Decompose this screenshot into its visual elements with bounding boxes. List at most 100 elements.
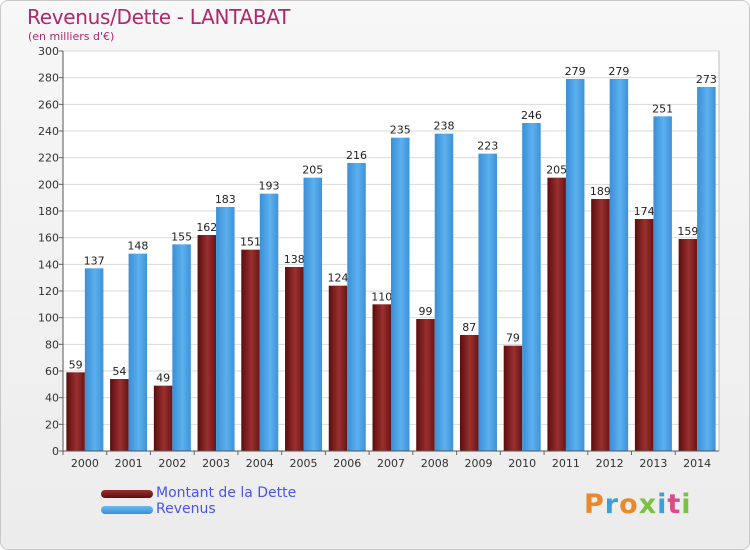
logo-letter: x bbox=[638, 489, 658, 520]
y-tick-label: 260 bbox=[38, 98, 59, 111]
bar-revenus bbox=[172, 244, 191, 451]
data-label-dette: 189 bbox=[590, 185, 611, 198]
chart-title: Revenus/Dette - LANTABAT bbox=[27, 5, 291, 29]
data-label-dette: 87 bbox=[462, 321, 476, 334]
chart-subtitle: (en milliers d'€) bbox=[28, 30, 115, 43]
logo-letter: t bbox=[667, 489, 682, 520]
data-label-dette: 110 bbox=[371, 290, 392, 303]
bar-revenus bbox=[434, 133, 454, 451]
x-tick-label: 2009 bbox=[464, 457, 492, 470]
x-tick-label: 2000 bbox=[71, 457, 99, 470]
data-label-revenus: 235 bbox=[390, 124, 411, 137]
data-label-dette: 99 bbox=[418, 305, 432, 318]
y-tick-label: 300 bbox=[38, 45, 59, 58]
x-tick-label: 2006 bbox=[333, 457, 361, 470]
logo-letter: P bbox=[584, 489, 605, 520]
y-tick-label: 80 bbox=[45, 338, 59, 351]
proxiti-logo: Proxiti bbox=[584, 489, 692, 520]
y-tick-label: 120 bbox=[38, 285, 59, 298]
bar-dette bbox=[634, 219, 654, 451]
bar-dette bbox=[547, 177, 566, 451]
bar-revenus bbox=[347, 163, 366, 451]
y-tick-label: 0 bbox=[52, 445, 59, 458]
y-tick-label: 60 bbox=[45, 365, 59, 378]
bar-revenus bbox=[303, 177, 323, 451]
bar-dette bbox=[328, 285, 348, 451]
y-tick-label: 200 bbox=[38, 178, 59, 191]
y-tick-label: 180 bbox=[38, 205, 59, 218]
data-label-revenus: 216 bbox=[346, 149, 367, 162]
data-label-dette: 54 bbox=[112, 365, 126, 378]
data-label-dette: 124 bbox=[328, 272, 349, 285]
y-tick-label: 40 bbox=[45, 392, 59, 405]
bar-dette bbox=[66, 372, 85, 451]
x-tick-label: 2007 bbox=[377, 457, 405, 470]
y-tick-label: 280 bbox=[38, 72, 59, 85]
bar-dette bbox=[285, 267, 304, 451]
data-label-dette: 174 bbox=[634, 205, 655, 218]
data-label-dette: 59 bbox=[69, 358, 83, 371]
legend-swatch-dette bbox=[101, 490, 153, 498]
bar-dette bbox=[416, 319, 435, 451]
data-label-dette: 151 bbox=[240, 236, 261, 249]
logo-letter: r bbox=[604, 489, 620, 520]
y-tick-label: 100 bbox=[38, 312, 59, 325]
x-tick-label: 2011 bbox=[552, 457, 580, 470]
x-tick-label: 2002 bbox=[158, 457, 186, 470]
x-tick-label: 2010 bbox=[508, 457, 536, 470]
bar-revenus bbox=[565, 79, 585, 451]
bar-dette bbox=[459, 335, 479, 451]
data-label-revenus: 246 bbox=[521, 109, 542, 122]
bar-revenus bbox=[128, 253, 148, 451]
data-label-revenus: 148 bbox=[127, 240, 148, 253]
bar-dette bbox=[197, 235, 217, 451]
bar-revenus bbox=[697, 87, 716, 451]
data-label-revenus: 251 bbox=[652, 102, 673, 115]
legend-label-revenus: Revenus bbox=[156, 501, 216, 517]
bar-dette bbox=[678, 239, 698, 451]
data-label-revenus: 193 bbox=[259, 180, 280, 193]
x-tick-label: 2003 bbox=[202, 457, 230, 470]
bar-revenus bbox=[522, 123, 541, 451]
bar-dette bbox=[241, 249, 260, 451]
x-tick-label: 2012 bbox=[596, 457, 624, 470]
x-tick-label: 2008 bbox=[421, 457, 449, 470]
data-label-revenus: 183 bbox=[215, 193, 236, 206]
data-label-revenus: 155 bbox=[171, 230, 192, 243]
data-label-revenus: 205 bbox=[302, 164, 323, 177]
logo-letter: i bbox=[681, 489, 692, 520]
x-tick-label: 2004 bbox=[246, 457, 274, 470]
bar-revenus bbox=[653, 116, 672, 451]
data-label-dette: 162 bbox=[196, 221, 217, 234]
bar-dette bbox=[372, 304, 391, 451]
bar-dette bbox=[503, 345, 523, 451]
y-tick-label: 140 bbox=[38, 258, 59, 271]
bar-revenus bbox=[216, 207, 235, 451]
data-label-dette: 79 bbox=[506, 332, 520, 345]
x-tick-label: 2014 bbox=[683, 457, 711, 470]
data-label-revenus: 137 bbox=[84, 254, 105, 267]
bar-revenus bbox=[391, 137, 410, 451]
logo-letter: o bbox=[619, 489, 639, 520]
logo-letter: i bbox=[657, 489, 668, 520]
x-tick-label: 2001 bbox=[115, 457, 143, 470]
data-label-revenus: 238 bbox=[433, 120, 454, 133]
y-tick-label: 160 bbox=[38, 232, 59, 245]
x-tick-label: 2005 bbox=[290, 457, 318, 470]
y-tick-label: 240 bbox=[38, 125, 59, 138]
bar-revenus bbox=[609, 79, 629, 451]
data-label-revenus: 279 bbox=[565, 65, 586, 78]
x-tick-label: 2013 bbox=[639, 457, 667, 470]
data-label-revenus: 223 bbox=[477, 140, 498, 153]
bar-dette bbox=[110, 379, 129, 451]
bar-revenus bbox=[84, 268, 104, 451]
data-label-dette: 138 bbox=[284, 253, 305, 266]
data-label-dette: 49 bbox=[156, 372, 170, 385]
legend-label-dette: Montant de la Dette bbox=[156, 485, 297, 501]
bar-revenus bbox=[478, 153, 497, 451]
data-label-revenus: 279 bbox=[608, 65, 629, 78]
legend-swatch-revenus bbox=[101, 506, 153, 514]
bar-dette bbox=[591, 199, 610, 451]
